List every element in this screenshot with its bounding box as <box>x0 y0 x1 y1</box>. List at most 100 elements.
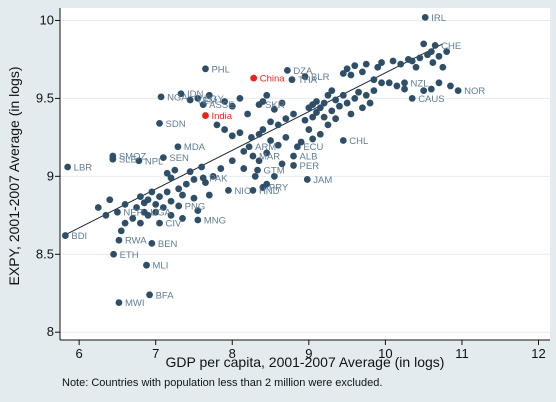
data-point <box>106 196 114 204</box>
data-point <box>324 121 332 129</box>
data-point <box>297 138 305 146</box>
data-point <box>156 193 163 201</box>
data-point <box>370 76 378 84</box>
point-label: IRL <box>431 13 446 24</box>
data-point <box>129 215 137 222</box>
data-point-bdi <box>61 232 69 239</box>
data-point <box>270 172 278 180</box>
point-label: CIV <box>166 219 183 230</box>
data-point <box>236 129 244 137</box>
point-label: BDI <box>71 231 87 242</box>
data-point-tha <box>288 76 296 84</box>
data-point <box>133 204 140 211</box>
data-point-china <box>250 74 258 82</box>
data-point <box>198 163 206 171</box>
data-point-gtm <box>254 166 261 174</box>
data-point <box>412 63 420 71</box>
data-point-nzl <box>401 79 408 87</box>
data-point <box>148 188 156 196</box>
data-point-nic <box>225 186 232 194</box>
data-point <box>136 193 144 201</box>
data-point-ecu <box>293 143 301 151</box>
y-tick-label: 8 <box>47 324 54 339</box>
data-point-mda <box>174 143 182 151</box>
x-tick-label: 7 <box>152 346 159 361</box>
data-point <box>427 85 435 93</box>
data-point-caus <box>408 95 416 102</box>
data-point <box>301 116 309 124</box>
data-point <box>328 87 336 95</box>
point-label: SEN <box>169 153 189 164</box>
data-point-egy <box>194 95 202 102</box>
data-point <box>389 57 397 65</box>
point-label: NOR <box>464 86 485 97</box>
data-point-yem <box>186 96 194 104</box>
point-label: MLI <box>153 261 169 272</box>
data-point <box>339 70 347 77</box>
data-point-lbr <box>64 163 72 171</box>
data-point-india <box>202 112 209 119</box>
data-point <box>267 137 274 144</box>
data-point <box>362 91 370 99</box>
data-point <box>248 133 255 141</box>
point-label: MAR <box>259 152 280 163</box>
point-label: MDA <box>184 142 206 153</box>
data-point <box>290 110 297 118</box>
data-point <box>179 215 186 222</box>
point-label: NPL <box>145 156 163 167</box>
data-point-nga <box>157 93 165 101</box>
data-point <box>163 188 171 196</box>
data-point <box>236 95 244 102</box>
data-point-civ <box>156 219 163 227</box>
data-point-phl <box>202 65 209 73</box>
data-point-hnd <box>249 186 257 194</box>
data-point <box>255 157 263 165</box>
data-point <box>278 160 286 168</box>
data-point <box>194 207 202 215</box>
data-point <box>378 79 385 87</box>
data-point-per <box>290 162 297 169</box>
data-point <box>320 113 328 121</box>
data-point <box>343 99 351 107</box>
data-point <box>121 200 129 208</box>
data-point <box>278 99 286 107</box>
point-label: NGA <box>167 92 188 103</box>
point-label: BFA <box>156 290 175 301</box>
data-point <box>416 54 424 62</box>
y-tick-label: 9.5 <box>36 90 54 105</box>
data-point <box>439 63 447 71</box>
data-point <box>309 113 317 121</box>
data-point-sle <box>109 155 117 163</box>
data-point-pak <box>199 174 207 182</box>
y-axis-title: EXPY, 2001-2007 Average (in logs) <box>6 67 22 286</box>
data-point <box>221 126 229 133</box>
data-point-uga <box>140 208 148 216</box>
data-point <box>240 165 248 172</box>
point-label: PRY <box>269 183 289 194</box>
data-point <box>190 176 198 183</box>
data-point <box>167 211 175 219</box>
data-point <box>217 165 225 172</box>
data-point <box>316 130 324 138</box>
data-point-npl <box>135 157 143 165</box>
data-point <box>435 79 443 87</box>
point-label: CHL <box>349 136 368 147</box>
data-point <box>305 126 313 133</box>
data-point-eth <box>110 250 117 258</box>
gridlines <box>60 19 550 333</box>
x-tick-label: 9 <box>305 346 312 361</box>
data-point <box>355 88 362 96</box>
point-label: RWA <box>125 236 147 247</box>
data-point-che <box>431 42 439 49</box>
data-point <box>274 121 282 129</box>
x-tick-label: 8 <box>229 346 236 361</box>
point-label: IDN <box>187 89 204 100</box>
point-label: MNG <box>204 215 226 226</box>
data-point <box>152 208 160 216</box>
data-point <box>332 115 340 123</box>
point-label: CHE <box>441 41 461 52</box>
x-tick-label: 6 <box>76 346 83 361</box>
point-label: BEN <box>158 239 178 250</box>
data-point <box>332 96 340 104</box>
point-label: EGY <box>204 94 225 105</box>
